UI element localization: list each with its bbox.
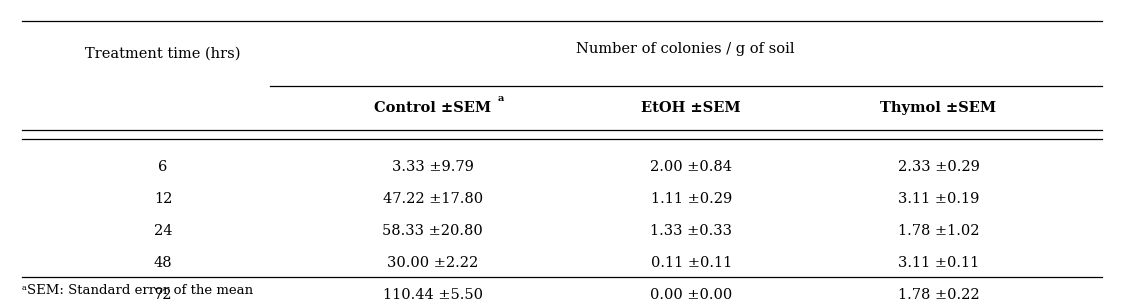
Text: 48: 48	[154, 256, 172, 270]
Text: 47.22 ±17.80: 47.22 ±17.80	[382, 192, 483, 206]
Text: 30.00 ±2.22: 30.00 ±2.22	[387, 256, 479, 270]
Text: EtOH ±SEM: EtOH ±SEM	[642, 101, 741, 115]
Text: ᵃSEM: Standard error of the mean: ᵃSEM: Standard error of the mean	[22, 284, 254, 297]
Text: a: a	[498, 94, 505, 103]
Text: 3.11 ±0.19: 3.11 ±0.19	[898, 192, 979, 206]
Text: 12: 12	[154, 192, 172, 206]
Text: 2.00 ±0.84: 2.00 ±0.84	[651, 160, 732, 174]
Text: 3.33 ±9.79: 3.33 ±9.79	[392, 160, 473, 174]
Text: 0.11 ±0.11: 0.11 ±0.11	[651, 256, 732, 270]
Text: 2.33 ±0.29: 2.33 ±0.29	[898, 160, 979, 174]
Text: 110.44 ±5.50: 110.44 ±5.50	[383, 288, 482, 302]
Text: Thymol ±SEM: Thymol ±SEM	[880, 101, 997, 115]
Text: 58.33 ±20.80: 58.33 ±20.80	[382, 224, 483, 238]
Text: Treatment time (hrs): Treatment time (hrs)	[85, 47, 241, 61]
Text: 0.00 ±0.00: 0.00 ±0.00	[650, 288, 733, 302]
Text: 1.11 ±0.29: 1.11 ±0.29	[651, 192, 732, 206]
Text: Control ±SEM: Control ±SEM	[374, 101, 491, 115]
Text: 24: 24	[154, 224, 172, 238]
Text: 1.33 ±0.33: 1.33 ±0.33	[651, 224, 732, 238]
Text: 3.11 ±0.11: 3.11 ±0.11	[898, 256, 979, 270]
Text: 1.78 ±1.02: 1.78 ±1.02	[898, 224, 979, 238]
Text: 1.78 ±0.22: 1.78 ±0.22	[898, 288, 979, 302]
Text: 72: 72	[154, 288, 172, 302]
Text: Number of colonies / g of soil: Number of colonies / g of soil	[577, 42, 795, 56]
Text: 6: 6	[158, 160, 167, 174]
